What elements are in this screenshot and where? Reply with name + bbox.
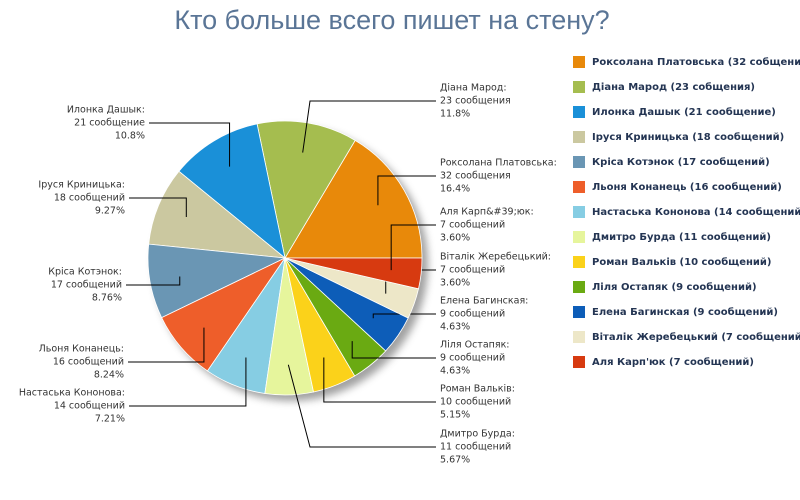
slice-count: 16 сообщений bbox=[53, 357, 124, 368]
legend-swatch bbox=[573, 206, 585, 218]
callout-line bbox=[351, 341, 436, 359]
legend-label: Настаська Кононова (14 сообщений) bbox=[592, 206, 800, 218]
slice-name: Дмитро Бурда: bbox=[440, 429, 515, 440]
legend-label: Льоня Конанець (16 сообщений) bbox=[592, 181, 782, 193]
callout-line bbox=[126, 276, 181, 286]
legend-label: Роман Вальків (10 сообщений) bbox=[592, 256, 772, 268]
slice-percent: 11.8% bbox=[440, 109, 470, 120]
callout-line bbox=[129, 197, 187, 218]
slice-percent: 8.24% bbox=[94, 370, 124, 381]
slice-name: Роксолана Платовська: bbox=[440, 158, 557, 169]
legend-label: Аля Карп'юк (7 сообщений) bbox=[592, 356, 754, 368]
slice-name: Іруся Криницька: bbox=[38, 180, 125, 191]
slice-name: Віталік Жеребецький: bbox=[440, 252, 551, 263]
slice-count: 23 сообщения bbox=[440, 96, 511, 107]
slice-name: Ліля Остапяк: bbox=[440, 340, 510, 351]
slice-count: 7 сообщений bbox=[440, 220, 505, 231]
slice-name: Роман Вальків: bbox=[440, 384, 515, 395]
legend-label: Віталік Жеребецький (7 сообщений) bbox=[592, 331, 800, 343]
slice-count: 14 сообщений bbox=[54, 401, 125, 412]
legend-swatch bbox=[573, 131, 585, 143]
slice-name: Настаська Кононова: bbox=[19, 388, 125, 399]
slice-count: 21 сообщение bbox=[74, 118, 145, 129]
legend-swatch bbox=[573, 231, 585, 243]
slice-name: Льоня Конанець: bbox=[39, 344, 124, 355]
slice-percent: 16.4% bbox=[440, 184, 470, 195]
legend-label: Діана Марод (23 собщения) bbox=[592, 81, 755, 93]
legend-swatch bbox=[573, 156, 585, 168]
callout-line bbox=[128, 327, 205, 363]
legend-swatch bbox=[573, 306, 585, 318]
legend-swatch bbox=[573, 331, 585, 343]
slice-count: 32 сообщения bbox=[440, 171, 511, 182]
callout-line bbox=[149, 122, 231, 167]
slice-percent: 9.27% bbox=[95, 206, 125, 217]
legend-swatch bbox=[573, 56, 585, 68]
slice-count: 9 сообщений bbox=[440, 309, 505, 320]
legend-swatch bbox=[573, 281, 585, 293]
pie-slice bbox=[178, 123, 286, 260]
pie-slice bbox=[256, 120, 356, 260]
slice-name: Діана Марод: bbox=[440, 83, 507, 94]
callout-line bbox=[302, 100, 436, 153]
slice-count: 11 сообщений bbox=[440, 442, 511, 453]
slice-name: Кріса Котэнок: bbox=[48, 267, 122, 278]
slice-percent: 7.21% bbox=[95, 414, 125, 425]
legend-swatch bbox=[573, 181, 585, 193]
callout-line bbox=[287, 364, 436, 448]
callout-line bbox=[390, 224, 436, 271]
legend-label: Роксолана Платовська (32 собщения) bbox=[592, 56, 800, 68]
chart-title: Кто больше всего пишет на стену? bbox=[174, 5, 609, 35]
slice-percent: 3.60% bbox=[440, 278, 470, 289]
slice-count: 18 сообщений bbox=[54, 193, 125, 204]
slice-percent: 5.15% bbox=[440, 410, 470, 421]
legend-swatch bbox=[573, 106, 585, 118]
slice-percent: 8.76% bbox=[92, 293, 122, 304]
pie-slice bbox=[284, 257, 423, 290]
pie-slice bbox=[284, 139, 423, 259]
legend-label: Елена Багинская (9 сообщений) bbox=[592, 306, 778, 318]
slice-count: 10 сообщений bbox=[440, 397, 511, 408]
callout-line bbox=[129, 357, 247, 407]
pie-slice bbox=[148, 170, 287, 259]
callout-line bbox=[377, 175, 436, 206]
legend-swatch bbox=[573, 256, 585, 268]
slice-count: 17 сообщений bbox=[51, 280, 122, 291]
legend-label: Илонка Дашык (21 сообщение) bbox=[592, 106, 776, 118]
legend-label: Ліля Остапяк (9 сообщений) bbox=[592, 281, 757, 293]
slice-percent: 5.67% bbox=[440, 455, 470, 466]
slice-name: Елена Багинская: bbox=[440, 296, 528, 307]
slice-count: 7 сообщений bbox=[440, 265, 505, 276]
legend-swatch bbox=[573, 81, 585, 93]
callout-line bbox=[323, 357, 436, 403]
slice-percent: 10.8% bbox=[115, 131, 145, 142]
slice-name: Илонка Дашык: bbox=[67, 105, 145, 116]
legend-label: Дмитро Бурда (11 сообщений) bbox=[592, 231, 771, 243]
legend-swatch bbox=[573, 356, 585, 368]
slice-percent: 4.63% bbox=[440, 322, 470, 333]
slice-count: 9 сообщений bbox=[440, 353, 505, 364]
slice-percent: 3.60% bbox=[440, 233, 470, 244]
legend-label: Іруся Криницька (18 сообщений) bbox=[592, 131, 784, 143]
slice-name: Аля Карп&#39;юк: bbox=[440, 207, 534, 218]
legend-label: Кріса Котэнок (17 сообщений) bbox=[592, 156, 770, 168]
slice-percent: 4.63% bbox=[440, 366, 470, 377]
callout-line bbox=[372, 313, 436, 319]
